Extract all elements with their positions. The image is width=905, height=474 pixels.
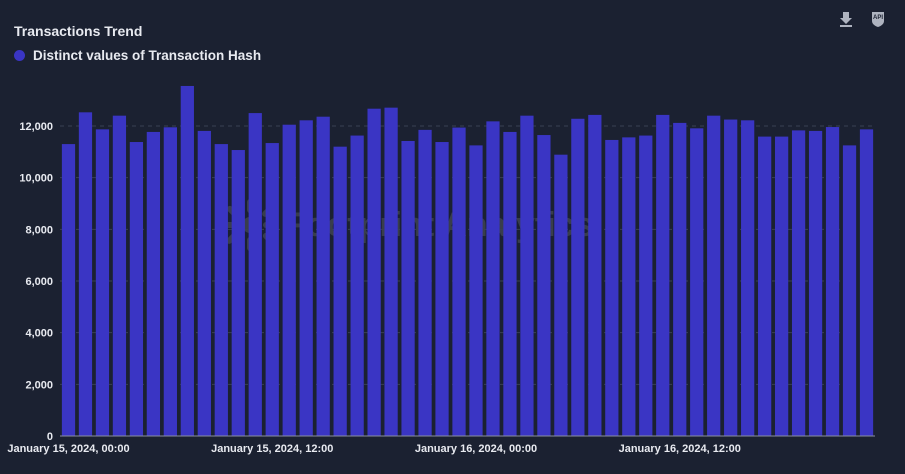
bar[interactable] xyxy=(741,120,755,437)
bar[interactable] xyxy=(146,131,161,437)
bar[interactable] xyxy=(588,114,602,437)
bar[interactable] xyxy=(520,115,534,437)
y-tick-label: 8,000 xyxy=(25,224,53,236)
bar[interactable] xyxy=(859,129,874,436)
bar[interactable] xyxy=(639,135,653,436)
bar[interactable] xyxy=(78,112,93,436)
legend-dot-icon xyxy=(14,50,25,61)
bar[interactable] xyxy=(571,118,585,437)
legend-item[interactable]: Distinct values of Transaction Hash xyxy=(14,48,261,63)
bar[interactable] xyxy=(384,107,398,437)
bar[interactable] xyxy=(707,115,721,437)
y-tick-label: 0 xyxy=(47,431,53,443)
bar[interactable] xyxy=(299,120,313,437)
y-tick-label: 2,000 xyxy=(25,379,53,391)
x-tick-label: January 15, 2024, 00:00 xyxy=(7,443,129,455)
svg-text:API: API xyxy=(873,15,883,21)
api-icon[interactable]: API xyxy=(869,10,887,28)
bar[interactable] xyxy=(163,127,177,437)
bar[interactable] xyxy=(231,150,245,436)
bar[interactable] xyxy=(791,130,806,436)
bar[interactable] xyxy=(265,143,279,437)
bar[interactable] xyxy=(825,127,840,437)
bar[interactable] xyxy=(808,130,823,437)
bar[interactable] xyxy=(486,121,500,436)
bar[interactable] xyxy=(605,139,619,436)
bar[interactable] xyxy=(554,154,568,437)
bar[interactable] xyxy=(503,131,517,437)
bar[interactable] xyxy=(129,142,144,436)
y-tick-label: 4,000 xyxy=(25,328,53,340)
bar[interactable] xyxy=(112,115,127,437)
bar[interactable] xyxy=(842,145,857,436)
x-tick-label: January 16, 2024, 12:00 xyxy=(619,443,741,455)
bar[interactable] xyxy=(537,135,551,436)
y-tick-label: 12,000 xyxy=(19,121,53,133)
bar[interactable] xyxy=(622,137,636,436)
bar[interactable] xyxy=(282,124,296,436)
bar[interactable] xyxy=(401,140,415,436)
y-tick-label: 10,000 xyxy=(19,173,53,185)
bar[interactable] xyxy=(690,128,704,436)
bar[interactable] xyxy=(95,129,110,436)
bar[interactable] xyxy=(197,130,211,437)
bar[interactable] xyxy=(724,119,738,437)
x-tick-label: January 16, 2024, 00:00 xyxy=(415,443,537,455)
bar[interactable] xyxy=(316,116,330,436)
bar[interactable] xyxy=(367,108,381,437)
bar[interactable] xyxy=(758,136,772,436)
bar[interactable] xyxy=(774,136,789,436)
bar[interactable] xyxy=(469,145,483,436)
bar[interactable] xyxy=(418,129,432,436)
bar[interactable] xyxy=(350,135,364,436)
bar[interactable] xyxy=(435,142,449,436)
bar[interactable] xyxy=(452,127,466,437)
x-tick-label: January 15, 2024, 12:00 xyxy=(211,443,333,455)
bar[interactable] xyxy=(673,122,687,437)
bar[interactable] xyxy=(333,146,347,436)
bar[interactable] xyxy=(248,113,262,436)
bar[interactable] xyxy=(61,144,76,437)
chart-title: Transactions Trend xyxy=(14,23,143,39)
bar[interactable] xyxy=(214,144,228,437)
y-tick-label: 6,000 xyxy=(25,276,53,288)
bar[interactable] xyxy=(180,85,194,436)
legend-label: Distinct values of Transaction Hash xyxy=(33,48,262,63)
bar[interactable] xyxy=(656,114,670,437)
download-icon[interactable] xyxy=(837,10,855,28)
